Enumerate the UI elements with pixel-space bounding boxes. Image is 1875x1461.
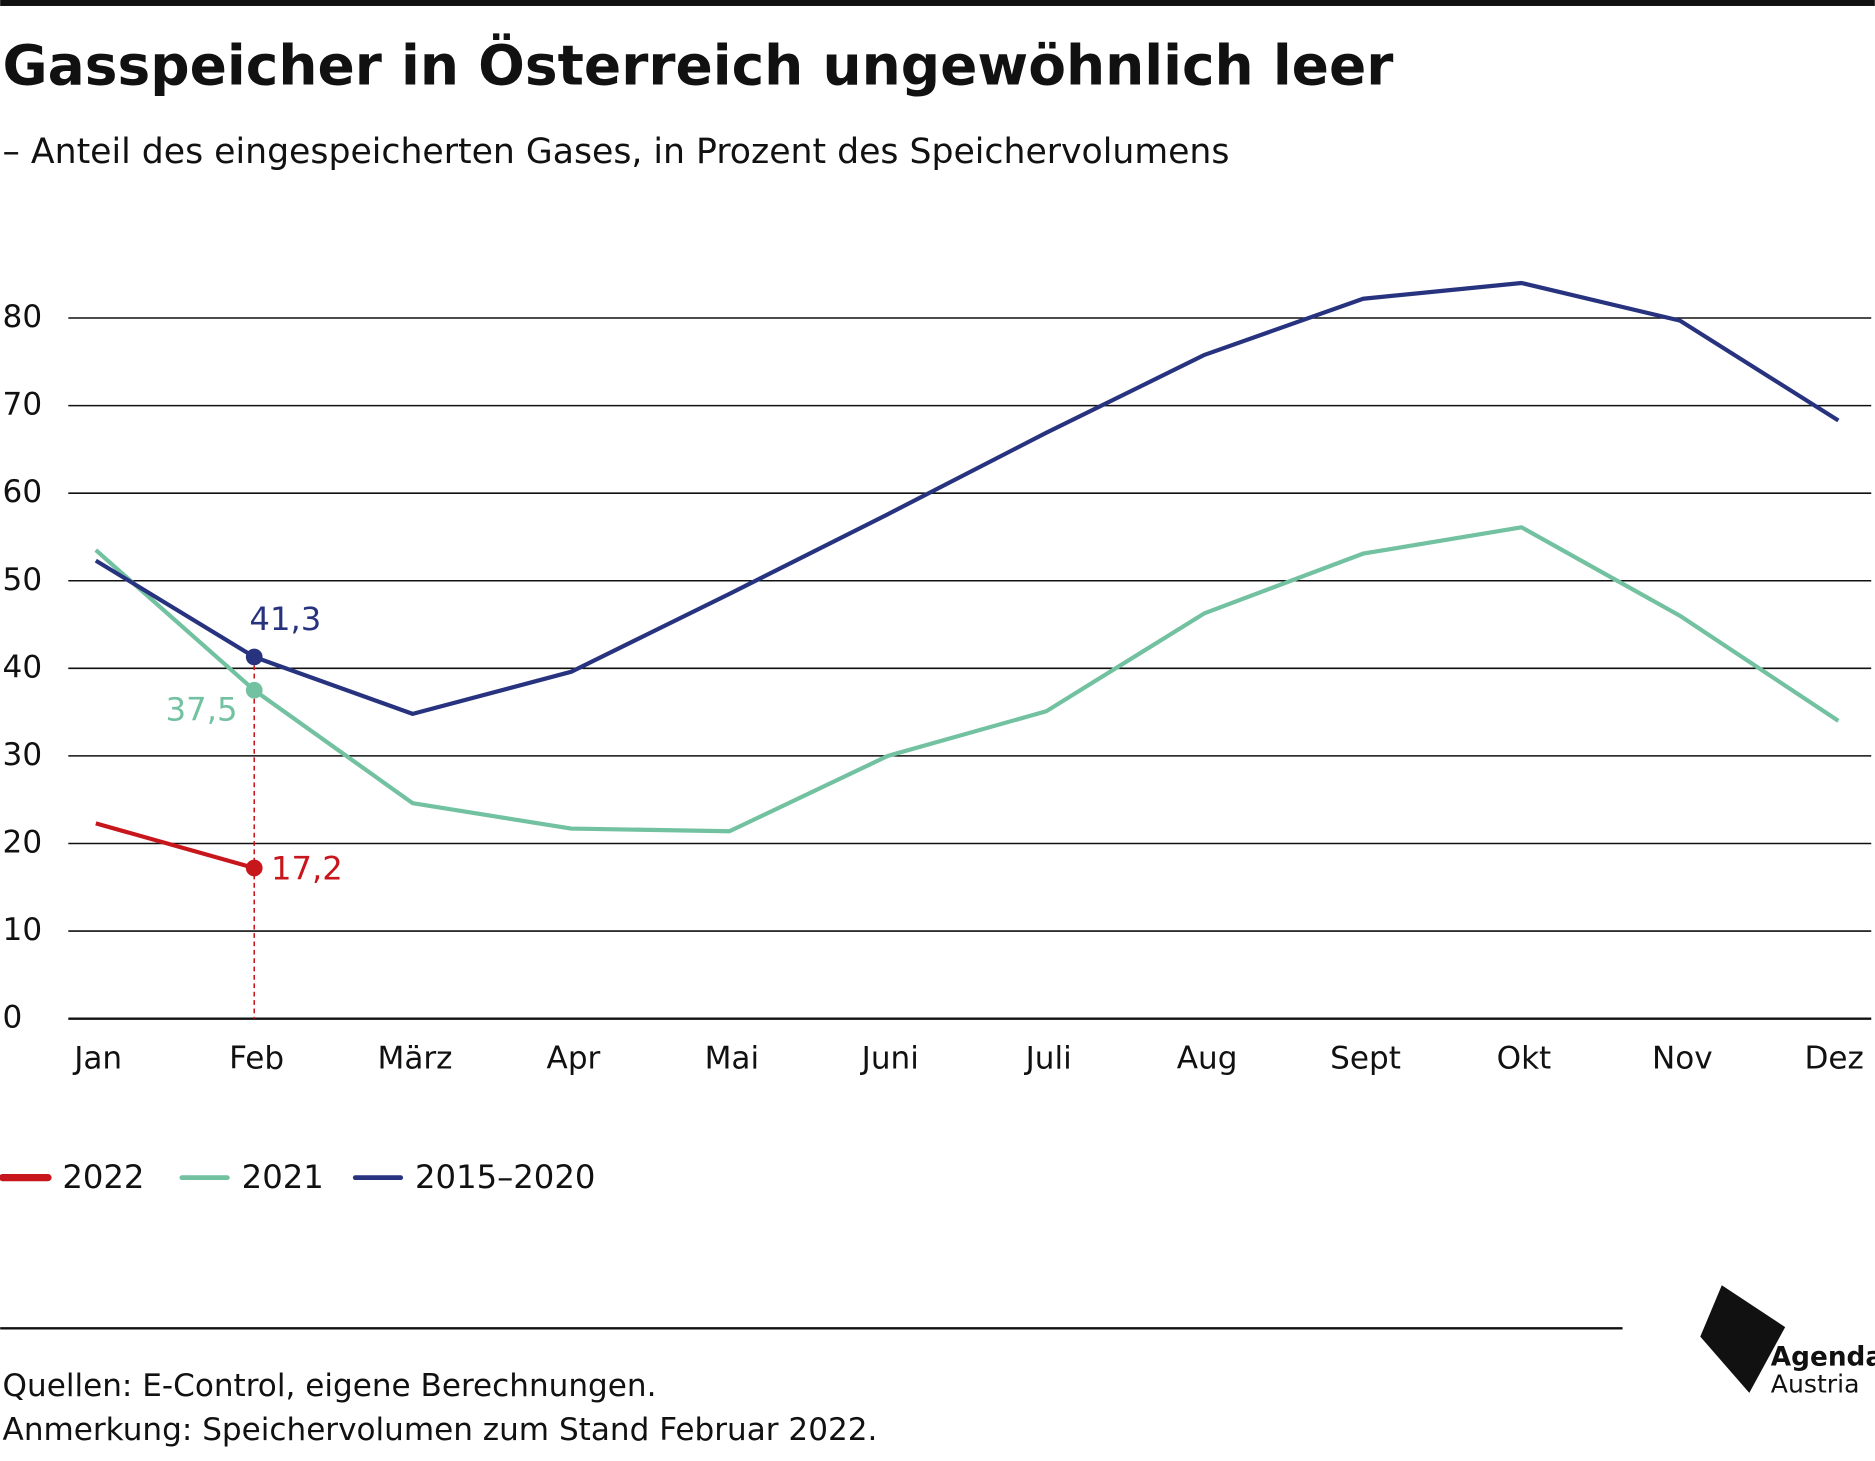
x-tick-label: Juli xyxy=(1024,1040,1072,1076)
x-tick-label: Aug xyxy=(1177,1040,1238,1076)
x-tick-label: Nov xyxy=(1652,1040,1713,1076)
y-tick-label: 0 xyxy=(3,1000,23,1036)
top-bar xyxy=(0,0,1875,6)
value-label: 17,2 xyxy=(271,849,343,887)
x-tick-label: Okt xyxy=(1497,1040,1552,1076)
x-tick-label: Juni xyxy=(860,1040,919,1076)
y-tick-label: 70 xyxy=(3,387,43,423)
logo-text: Austria xyxy=(1771,1370,1860,1399)
y-tick-label: 30 xyxy=(3,737,43,773)
point-marker xyxy=(245,859,263,877)
x-tick-label: Apr xyxy=(547,1040,601,1076)
x-tick-label: Jan xyxy=(72,1040,122,1076)
legend-label: 2015–2020 xyxy=(415,1158,595,1196)
source-note: Quellen: E-Control, eigene Berechnungen. xyxy=(3,1368,657,1404)
point-marker xyxy=(245,681,263,699)
x-tick-label: Sept xyxy=(1330,1040,1401,1076)
y-tick-label: 10 xyxy=(3,912,43,948)
value-label: 37,5 xyxy=(166,691,238,729)
series-line xyxy=(94,280,1840,716)
y-tick-label: 40 xyxy=(3,649,43,685)
logo-mark xyxy=(1700,1285,1786,1393)
legend-label: 2021 xyxy=(242,1158,324,1196)
x-tick-label: Feb xyxy=(229,1040,284,1076)
x-tick-label: März xyxy=(378,1040,453,1076)
point-marker xyxy=(245,648,263,666)
logo-text: Agenda xyxy=(1771,1343,1875,1373)
chart-title: Gasspeicher in Österreich ungewöhnlich l… xyxy=(3,33,1394,97)
series-line xyxy=(95,821,255,871)
legend-label: 2022 xyxy=(62,1158,144,1196)
chart-subtitle: – Anteil des eingespeicherten Gases, in … xyxy=(3,132,1230,172)
y-tick-label: 60 xyxy=(3,474,43,510)
y-tick-label: 80 xyxy=(3,299,43,335)
y-tick-label: 50 xyxy=(3,562,43,598)
value-label: 41,3 xyxy=(249,600,321,638)
remark-note: Anmerkung: Speichervolumen zum Stand Feb… xyxy=(3,1412,878,1448)
x-tick-label: Mai xyxy=(705,1040,760,1076)
y-tick-label: 20 xyxy=(3,824,43,860)
x-tick-label: Dez xyxy=(1804,1040,1863,1076)
series-line xyxy=(94,525,1840,834)
